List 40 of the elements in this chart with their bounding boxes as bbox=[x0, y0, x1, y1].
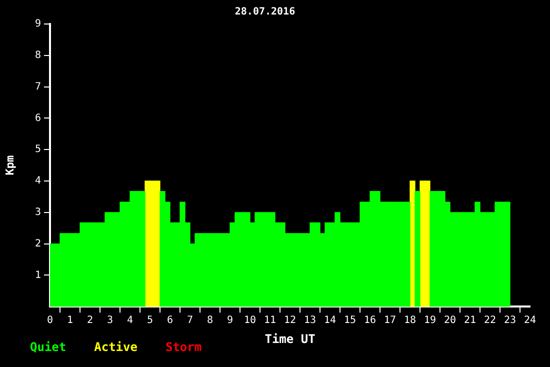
x-tick-label: 1 bbox=[66, 315, 74, 326]
y-tick-label: 7 bbox=[34, 81, 41, 92]
x-tick-label: 16 bbox=[364, 315, 376, 326]
legend-label: Storm bbox=[165, 340, 202, 354]
y-tick-label: 5 bbox=[34, 144, 41, 156]
y-tick-label: 3 bbox=[34, 206, 41, 218]
x-tick-label: 13 bbox=[304, 315, 316, 326]
x-tick-label: 2 bbox=[86, 315, 94, 326]
x-tick-label: 21 bbox=[464, 315, 476, 326]
x-tick-label: 24 bbox=[524, 315, 536, 326]
x-tick-label: 23 bbox=[504, 315, 516, 326]
x-tick-label: 19 bbox=[424, 315, 436, 326]
x-tick-label: 5 bbox=[146, 315, 154, 326]
x-tick-label: 11 bbox=[264, 315, 276, 326]
y-tick-label: 9 bbox=[34, 18, 41, 30]
x-tick-label: 8 bbox=[206, 315, 214, 326]
x-tick-label: 12 bbox=[284, 315, 296, 326]
x-tick-label: 22 bbox=[484, 315, 496, 326]
x-tick-label: 6 bbox=[166, 315, 174, 326]
y-tick-label: 6 bbox=[34, 112, 41, 124]
text: Active bbox=[94, 340, 138, 354]
chart-title: 28.07.2016 bbox=[234, 6, 296, 18]
x-tick-label: 3 bbox=[106, 315, 114, 326]
x-tick-label: 4 bbox=[126, 315, 134, 326]
x-tick-label: 9 bbox=[226, 315, 234, 326]
x-tick-label: 0 bbox=[46, 315, 54, 326]
y-tick-label: 4 bbox=[34, 176, 41, 187]
y-tick-label: 8 bbox=[34, 50, 41, 61]
x-tick-label: 18 bbox=[404, 315, 416, 326]
x-tick-label: 7 bbox=[186, 315, 194, 326]
x-tick-label: 14 bbox=[324, 315, 336, 326]
text: Quiet bbox=[30, 340, 66, 354]
y-axis-title: Kpm bbox=[3, 154, 16, 176]
x-axis-title: Time UT bbox=[264, 332, 316, 346]
x-tick-label: 15 bbox=[344, 315, 356, 326]
y-tick-label: 1 bbox=[34, 270, 41, 281]
x-tick-label: 20 bbox=[444, 315, 456, 326]
y-tick-label: 2 bbox=[34, 238, 41, 250]
x-tick-label: 10 bbox=[244, 315, 256, 326]
x-tick-label: 17 bbox=[384, 315, 396, 326]
